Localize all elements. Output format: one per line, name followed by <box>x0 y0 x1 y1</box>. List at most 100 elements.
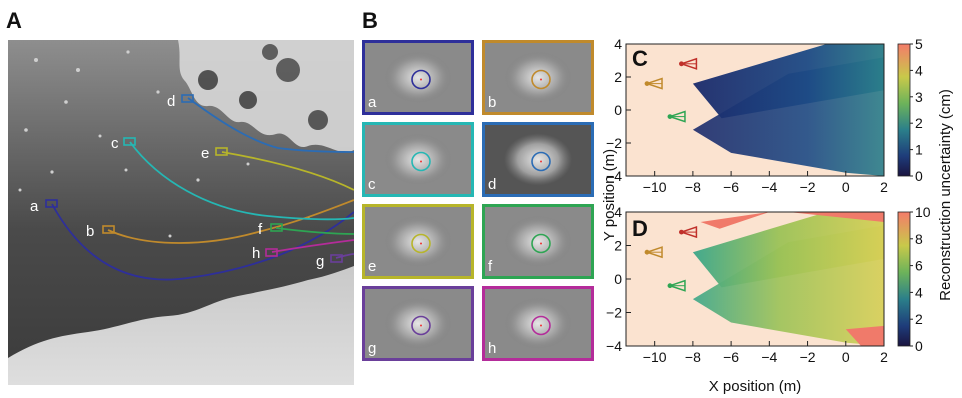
panel-letter-a: A <box>6 8 22 33</box>
colorbar <box>897 43 911 177</box>
target-circle <box>531 233 551 254</box>
panel-letter-b: B <box>362 8 378 33</box>
insect-blob <box>384 215 452 268</box>
colorbar-label: Reconstruction uncertainty (cm) <box>937 89 954 301</box>
marker-h <box>265 248 278 257</box>
thumbnail-f: f <box>482 204 594 279</box>
thumbnail-border <box>482 40 594 115</box>
marker-e <box>215 147 228 156</box>
colorbar-tick-label: 4 <box>915 62 923 78</box>
thumbnail-b: b <box>482 40 594 115</box>
trajectory-h <box>271 239 354 253</box>
x-tick-label: −10 <box>643 179 667 195</box>
x-tick-label: 0 <box>842 179 850 195</box>
y-tick-label: 0 <box>614 102 622 118</box>
thumbnail-label: g <box>368 340 376 357</box>
x-axis-label: X position (m) <box>709 378 802 395</box>
x-tick-label: 2 <box>880 349 888 365</box>
camera-icon <box>644 246 663 259</box>
insect-blob <box>384 51 452 104</box>
insect-blob <box>504 297 572 350</box>
thumbnail-h: h <box>482 286 594 361</box>
target-dot <box>540 78 542 81</box>
x-tick-label: −6 <box>723 349 739 365</box>
label-g: g <box>316 253 324 270</box>
target-circle <box>531 151 551 172</box>
insect-blob <box>504 133 572 186</box>
target-dot <box>540 324 542 327</box>
panel-letter-c: C <box>632 46 648 71</box>
coverage-region <box>692 57 884 177</box>
target-dot <box>420 78 422 81</box>
insect-blob <box>504 51 572 104</box>
thumbnail-label: a <box>368 94 377 111</box>
camera-icon <box>667 110 686 123</box>
x-tick-label: −10 <box>643 349 667 365</box>
target-circle <box>531 315 551 336</box>
y-tick-label: −2 <box>606 305 622 321</box>
colorbar-tick-label: 3 <box>915 89 923 105</box>
x-tick-label: −6 <box>723 179 739 195</box>
y-tick-label: −2 <box>606 135 622 151</box>
x-tick-label: 0 <box>842 349 850 365</box>
x-tick-label: −8 <box>685 349 701 365</box>
high-uncertainty-region <box>788 212 884 223</box>
insect-blob <box>504 215 572 268</box>
label-e: e <box>201 145 209 162</box>
y-tick-label: 2 <box>614 69 622 85</box>
marker-g <box>330 254 343 263</box>
thumbnail-border <box>482 286 594 361</box>
label-d: d <box>167 93 175 110</box>
x-tick-label: −2 <box>800 179 816 195</box>
thumbnail-c: c <box>362 122 474 197</box>
y-tick-label: 4 <box>614 204 622 220</box>
thumbnail-border <box>482 204 594 279</box>
thumbnail-label: f <box>488 258 493 275</box>
thumbnail-e: e <box>362 204 474 279</box>
panel-letter-d: D <box>632 216 648 241</box>
colorbar-tick-label: 0 <box>915 338 923 354</box>
insect-specks <box>18 50 310 238</box>
y-tick-label: 0 <box>614 271 622 287</box>
colorbar-tick-label: 8 <box>915 231 923 247</box>
y-axis-label: Y position (m) <box>601 149 618 241</box>
thumbnail-border <box>362 286 474 361</box>
thumbnail-label: c <box>368 176 376 193</box>
label-c: c <box>111 135 119 152</box>
y-tick-label: −4 <box>606 168 622 184</box>
thumbnail-border <box>362 122 474 197</box>
target-circle <box>411 151 431 172</box>
thumbnail-border <box>362 204 474 279</box>
x-tick-label: −2 <box>800 349 816 365</box>
trajectory-e <box>221 151 354 191</box>
thumbnail-label: h <box>488 340 496 357</box>
label-b: b <box>86 223 94 240</box>
label-a: a <box>30 198 39 215</box>
marker-a <box>45 199 58 208</box>
marker-b <box>102 225 115 234</box>
ground-bushes <box>8 266 354 385</box>
coverage-region <box>692 225 884 346</box>
x-tick-label: −4 <box>761 349 777 365</box>
target-dot <box>540 242 542 245</box>
colorbar-tick-label: 4 <box>915 284 923 300</box>
panel-a-photo: a b c d e f h g <box>8 40 354 385</box>
marker-d <box>181 94 194 103</box>
trajectory-lines <box>51 97 354 281</box>
insect-blob <box>384 297 452 350</box>
camera-icon <box>679 226 698 239</box>
colorbar-tick-label: 2 <box>915 115 923 131</box>
thumbnail-d: d <box>482 122 594 197</box>
camera-icon <box>644 77 663 90</box>
trajectory-g <box>335 253 354 259</box>
thumbnail-label: e <box>368 258 376 275</box>
thumbnail-a: a <box>362 40 474 115</box>
marker-f <box>270 223 283 232</box>
target-circle <box>411 233 431 254</box>
insect-blob <box>384 133 452 186</box>
panel-b-thumbnails: a b c d e f g h <box>362 40 594 386</box>
target-dot <box>420 324 422 327</box>
thumbnail-label: b <box>488 94 496 111</box>
